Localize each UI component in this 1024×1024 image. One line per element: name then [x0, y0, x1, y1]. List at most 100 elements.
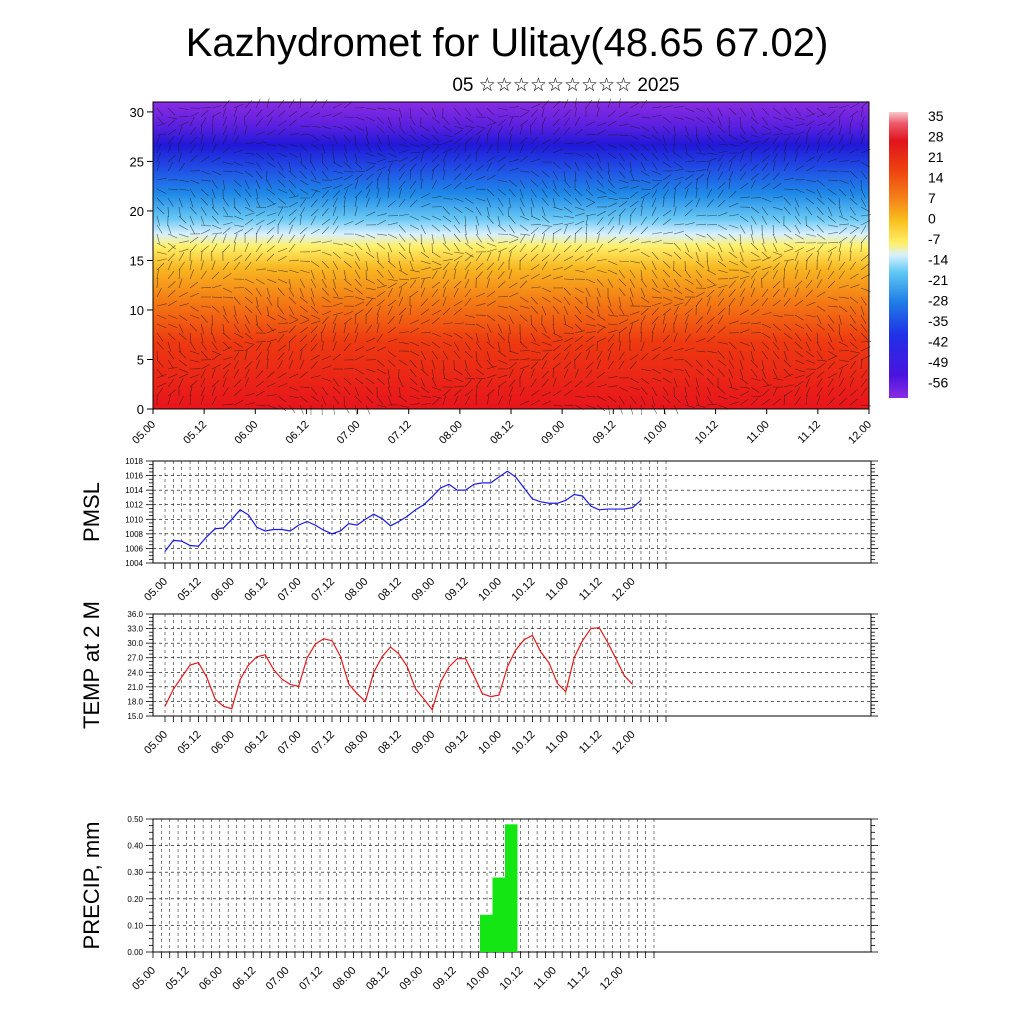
- y-tick-label: 30: [130, 105, 144, 120]
- wind-barb: [266, 219, 276, 226]
- wind-barb: [640, 296, 650, 303]
- wind-barb: [706, 125, 712, 136]
- wind-barb: [750, 350, 754, 361]
- wind-barb: [189, 206, 197, 215]
- wind-barb: [178, 162, 186, 172]
- wind-barb: [486, 233, 494, 242]
- x-tick-label: 11.12: [577, 729, 604, 756]
- wind-barb: [563, 206, 573, 214]
- wind-barb: [200, 270, 207, 280]
- colorbar-fill: [889, 112, 908, 398]
- wind-barb: [684, 125, 689, 136]
- wind-barb: [761, 125, 772, 131]
- wind-barb: [574, 212, 585, 217]
- wind-barb: [673, 287, 683, 295]
- wind-barb: [706, 107, 713, 117]
- wind-barb: [211, 125, 214, 136]
- wind-barb: [662, 152, 670, 162]
- wind-barb: [717, 269, 728, 274]
- wind-barb: [464, 261, 472, 271]
- wind-barb: [365, 260, 369, 271]
- wind-barb: [585, 152, 595, 160]
- x-tick-label: 11.00: [544, 576, 571, 603]
- wind-barb: [464, 332, 473, 340]
- wind-barb: [530, 400, 541, 406]
- wind-barb: [156, 258, 167, 262]
- wind-barb: [233, 305, 237, 316]
- wind-barb: [761, 197, 772, 203]
- wind-barb: [651, 114, 662, 118]
- wind-barb: [189, 116, 195, 127]
- wind-barb: [728, 359, 735, 369]
- wind-barb: [310, 170, 317, 180]
- wind-barb: [189, 112, 200, 118]
- wind-barb: [618, 143, 628, 150]
- wind-barb: [519, 119, 529, 127]
- wind-barb: [662, 105, 673, 109]
- wind-barb: [277, 322, 288, 325]
- wind-barb: [519, 107, 530, 112]
- x-tick-label: 11.12: [577, 576, 604, 603]
- wind-barb: [728, 224, 739, 229]
- wind-barb: [200, 364, 211, 370]
- wind-barb: [178, 373, 189, 379]
- wind-barb: [354, 143, 361, 153]
- wind-barb: [530, 103, 541, 109]
- wind-barb: [849, 389, 858, 397]
- wind-barb: [167, 323, 178, 329]
- wind-barb: [178, 224, 188, 230]
- wind-barb: [167, 107, 176, 116]
- wind-barb: [211, 197, 214, 208]
- wind-barb: [497, 247, 508, 253]
- wind-barb: [398, 278, 409, 281]
- wind-barb: [794, 287, 799, 298]
- wind-barb: [211, 224, 222, 230]
- y-tick-label: 0.50: [127, 815, 143, 824]
- wind-barb: [442, 215, 452, 223]
- wind-barb: [607, 236, 617, 244]
- wind-barb: [552, 109, 560, 118]
- wind-barb: [783, 177, 794, 181]
- wind-barb: [475, 386, 478, 397]
- wind-barb: [673, 269, 682, 278]
- wind-barb: [651, 323, 656, 334]
- wind-barb: [321, 143, 326, 154]
- wind-barb: [222, 161, 233, 165]
- precip-bar: [480, 914, 493, 952]
- wind-barb: [299, 198, 307, 208]
- wind-barb: [233, 224, 244, 227]
- wind-barb: [739, 152, 745, 163]
- wind-barb: [838, 261, 846, 271]
- wind-barb: [398, 341, 409, 345]
- wind-barb: [277, 197, 286, 205]
- wind-barb: [167, 162, 174, 172]
- wind-barb: [431, 170, 434, 181]
- wind-barb: [530, 296, 539, 305]
- wind-barb: [651, 152, 659, 161]
- wind-barb: [574, 107, 577, 118]
- wind-barb: [618, 170, 626, 179]
- wind-barb: [585, 202, 595, 208]
- wind-barb: [453, 389, 462, 397]
- wind-barb: [255, 118, 263, 127]
- wind-barb: [288, 188, 296, 197]
- wind-barb: [464, 153, 472, 163]
- wind-barb: [552, 206, 563, 211]
- wind-barb: [343, 134, 351, 143]
- wind-barb: [332, 302, 343, 307]
- wind-barb: [563, 323, 574, 329]
- wind-barb: [167, 188, 178, 191]
- wind-barb: [189, 292, 200, 298]
- wind-barb: [431, 154, 440, 163]
- wind-barb: [805, 269, 811, 280]
- wind-barb: [332, 386, 341, 394]
- wind-barb: [211, 105, 222, 109]
- wind-barb: [255, 98, 261, 109]
- cross-section-x-ticks: 05.00 05.12 06.00 06.12 07.00 07.12 08.00 08.12…: [130, 409, 874, 447]
- wind-barb: [629, 152, 638, 161]
- wind-barb: [332, 206, 337, 217]
- y-tick-label: 1010: [125, 515, 143, 524]
- x-tick-label: 07.12: [386, 419, 414, 447]
- wind-barb: [662, 181, 670, 190]
- wind-barb: [838, 378, 845, 388]
